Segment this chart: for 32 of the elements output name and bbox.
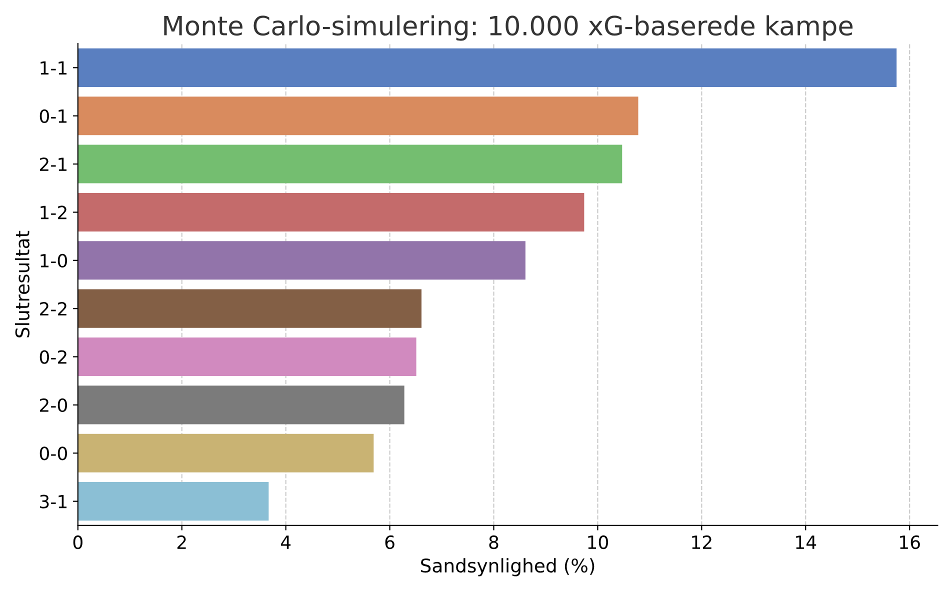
- x-tick-label: 2: [177, 535, 186, 549]
- y-tick-label: 0-0: [40, 446, 67, 460]
- y-tick-label: 0-1: [40, 109, 67, 123]
- bar: [78, 289, 422, 328]
- bar: [78, 386, 404, 424]
- x-tick-label: 0: [73, 535, 82, 550]
- x-axis-title: Sandsynlighed (%): [421, 558, 594, 576]
- x-tick-label: 8: [489, 535, 498, 550]
- y-tick-label: 1-1: [40, 61, 67, 75]
- y-tick-label: 2-1: [40, 157, 67, 171]
- bar: [78, 48, 897, 87]
- x-tick-label: 10: [588, 535, 608, 550]
- x-tick-label: 12: [692, 535, 712, 549]
- y-tick-label: 3-1: [40, 494, 67, 508]
- x-tick-label: 14: [796, 536, 816, 549]
- bar: [78, 144, 622, 184]
- x-tick-label: 6: [385, 535, 394, 550]
- y-axis-title: Slutresultat: [14, 230, 30, 338]
- chart-title: Monte Carlo-simulering: 10.000 xG-baserede kampe: [164, 15, 853, 41]
- bar: [78, 192, 584, 232]
- bar: [78, 96, 638, 136]
- y-tick-label: 1-2: [40, 206, 66, 220]
- y-tick-label: 0-2: [40, 350, 66, 364]
- bar: [78, 337, 416, 376]
- x-tick-label: 16: [900, 535, 920, 550]
- y-tick-label: 1-0: [40, 254, 67, 268]
- bar: [78, 482, 269, 521]
- bar: [78, 434, 374, 472]
- y-tick-label: 2-0: [40, 398, 67, 412]
- y-tick-label: 2-2: [40, 302, 66, 316]
- bar: [78, 241, 526, 280]
- x-tick-label: 4: [280, 536, 291, 549]
